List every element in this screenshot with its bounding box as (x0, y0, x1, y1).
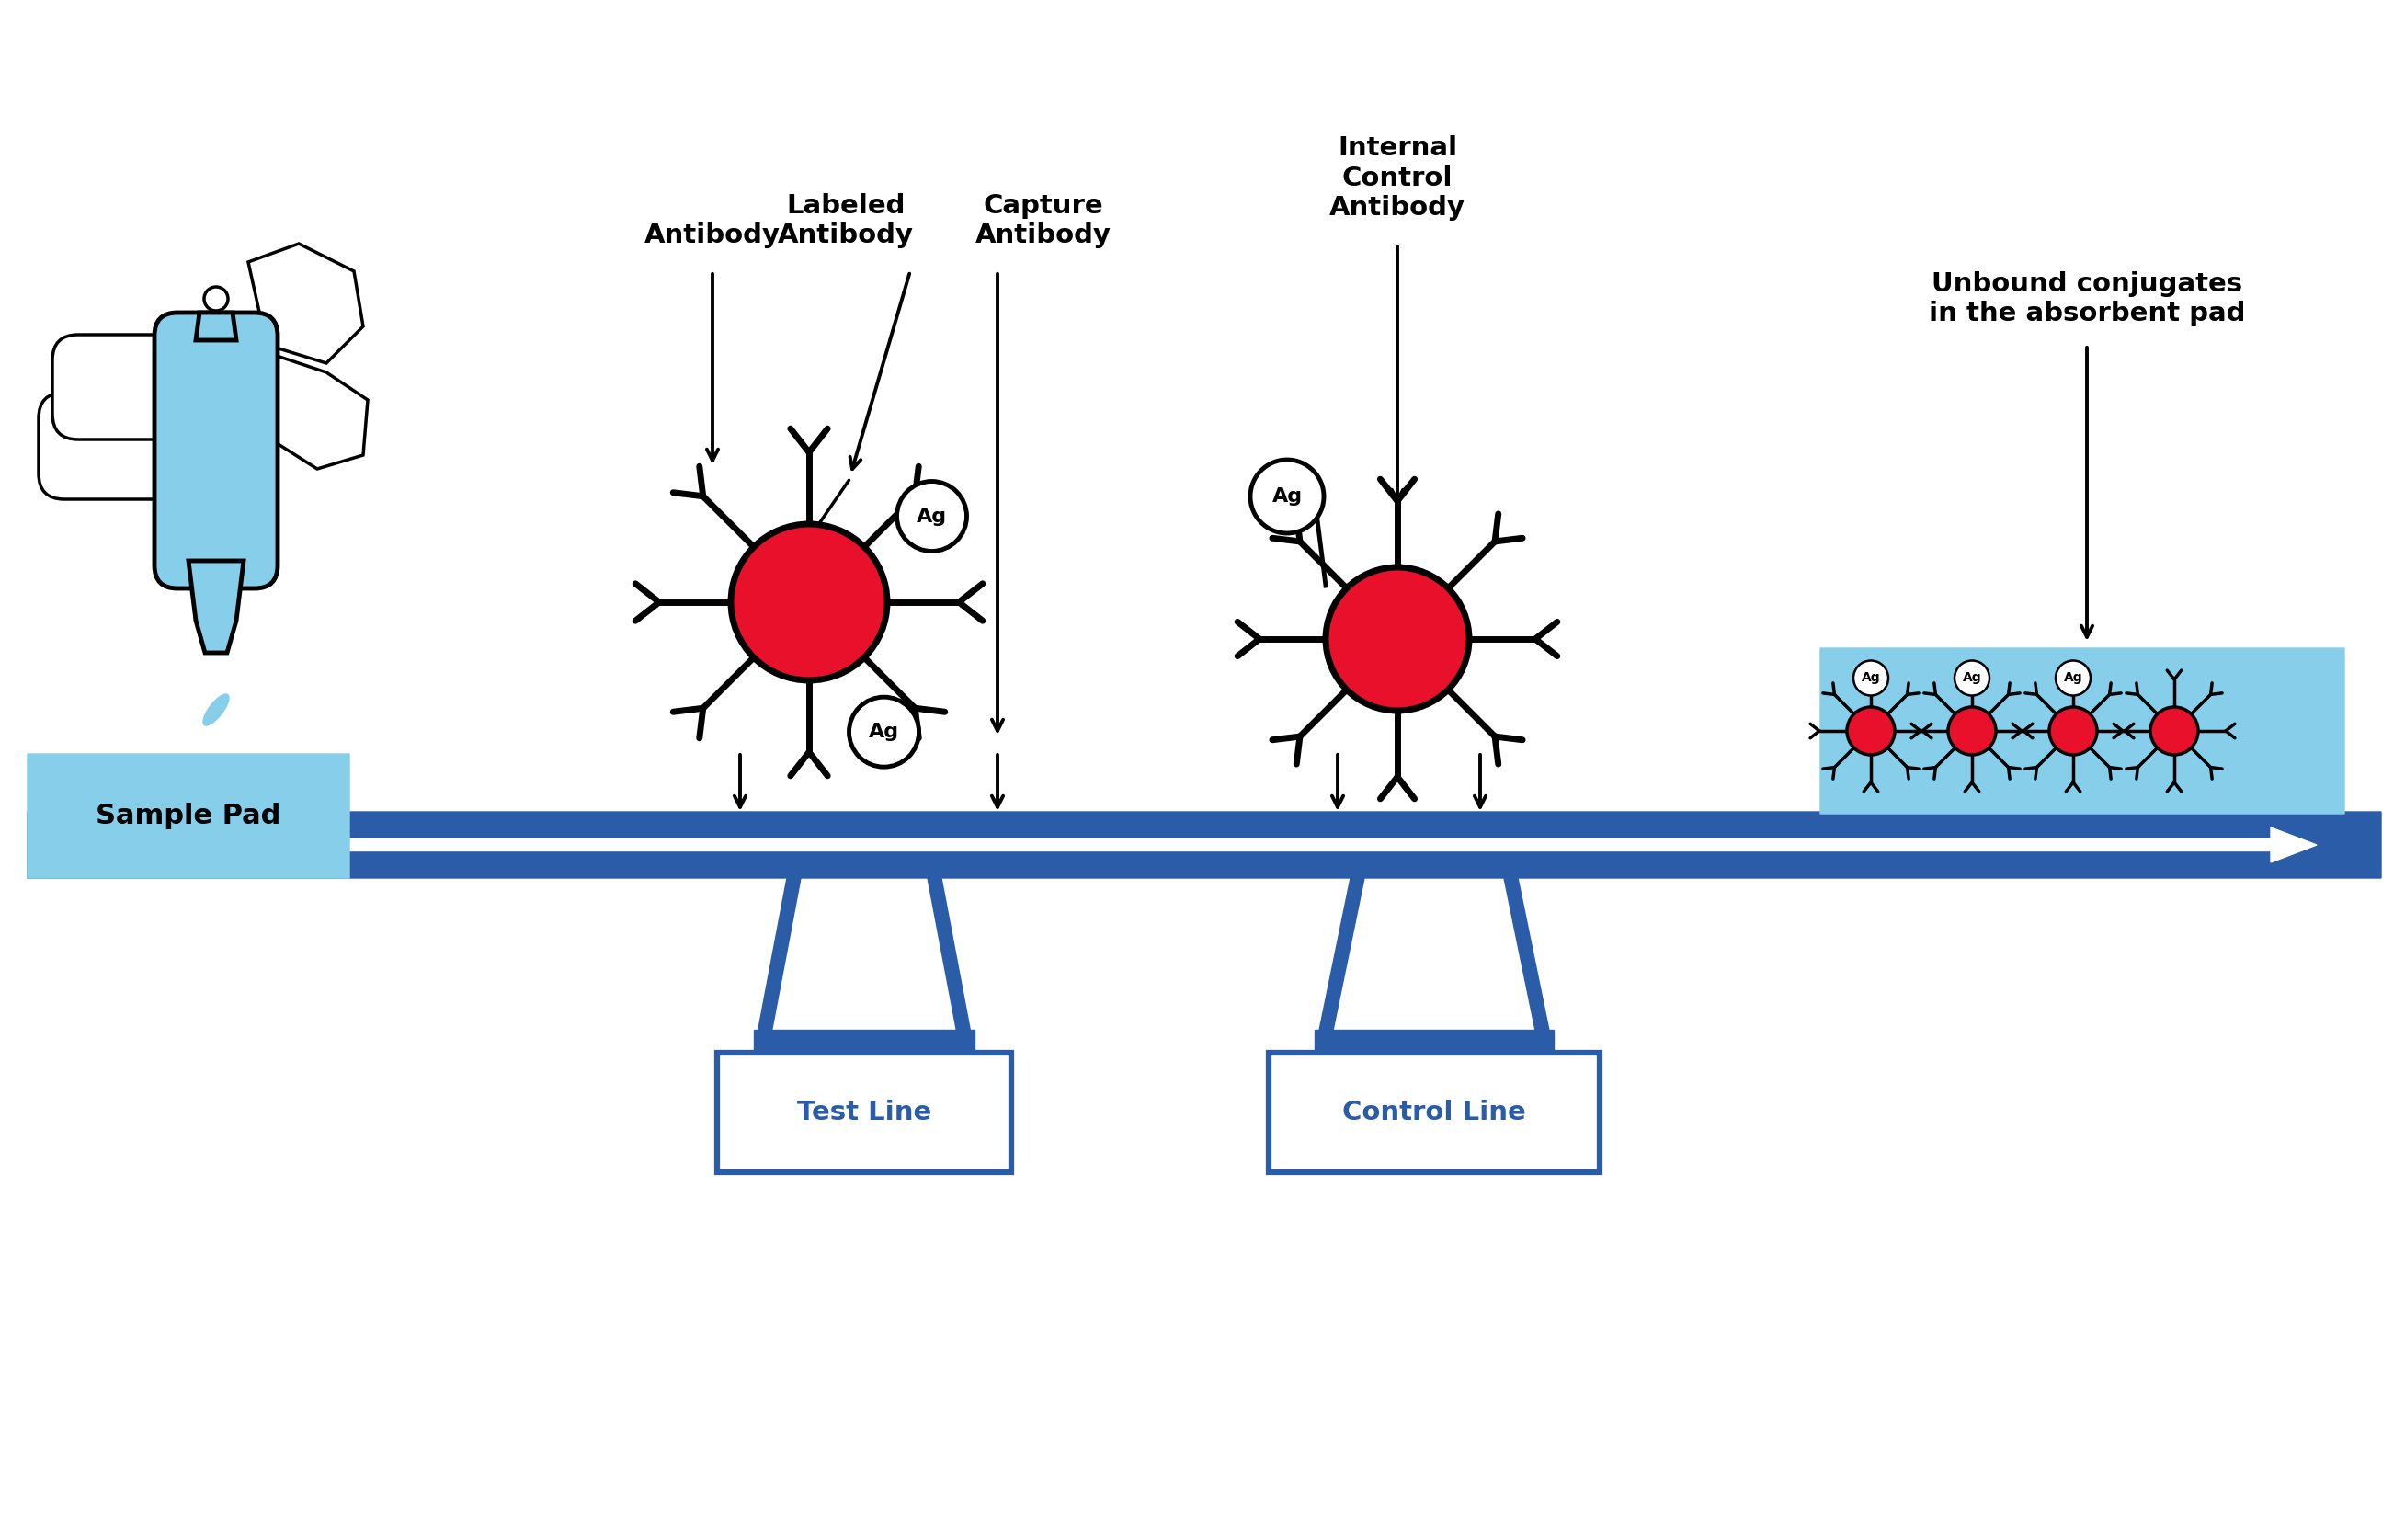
Circle shape (2056, 661, 2090, 696)
FancyBboxPatch shape (717, 1053, 1010, 1172)
FancyArrow shape (75, 827, 2316, 862)
Polygon shape (928, 878, 974, 1053)
Text: Ag: Ag (1272, 487, 1301, 505)
Polygon shape (267, 354, 368, 468)
Polygon shape (753, 878, 801, 1053)
FancyBboxPatch shape (38, 393, 192, 499)
Polygon shape (188, 561, 243, 653)
Text: Labeled
Antibody: Labeled Antibody (777, 192, 914, 248)
Text: Unbound conjugates
in the absorbent pad: Unbound conjugates in the absorbent pad (1929, 271, 2246, 326)
Polygon shape (195, 313, 236, 340)
FancyBboxPatch shape (26, 812, 2381, 878)
Circle shape (1251, 460, 1323, 533)
Text: Ag: Ag (1861, 671, 1881, 684)
Polygon shape (753, 1030, 974, 1060)
Circle shape (1847, 707, 1895, 755)
Circle shape (204, 286, 228, 311)
Polygon shape (1316, 1030, 1554, 1060)
Text: Capture
Antibody: Capture Antibody (976, 192, 1111, 248)
Circle shape (1325, 567, 1469, 710)
FancyBboxPatch shape (26, 755, 349, 878)
Text: Test Line: Test Line (796, 1100, 931, 1126)
Circle shape (897, 482, 967, 551)
Text: Ag: Ag (2063, 671, 2083, 684)
Text: Ag: Ag (916, 507, 948, 525)
Circle shape (1955, 661, 1989, 696)
Polygon shape (1503, 878, 1554, 1053)
Text: Ag: Ag (868, 722, 899, 741)
Circle shape (849, 698, 919, 767)
FancyBboxPatch shape (53, 334, 200, 439)
FancyBboxPatch shape (1270, 1053, 1599, 1172)
Circle shape (2049, 707, 2097, 755)
Text: Ag: Ag (1962, 671, 1982, 684)
Circle shape (1948, 707, 1996, 755)
Polygon shape (202, 695, 228, 725)
FancyBboxPatch shape (154, 313, 277, 588)
Text: Control Line: Control Line (1342, 1100, 1527, 1126)
Text: Sample Pad: Sample Pad (96, 802, 281, 830)
FancyBboxPatch shape (1821, 648, 2345, 813)
Circle shape (1854, 661, 1888, 696)
Circle shape (731, 524, 887, 681)
Circle shape (2150, 707, 2198, 755)
Polygon shape (1316, 878, 1364, 1053)
Text: Antibody: Antibody (645, 222, 782, 248)
Polygon shape (248, 243, 363, 363)
Text: Internal
Control
Antibody: Internal Control Antibody (1330, 136, 1465, 220)
